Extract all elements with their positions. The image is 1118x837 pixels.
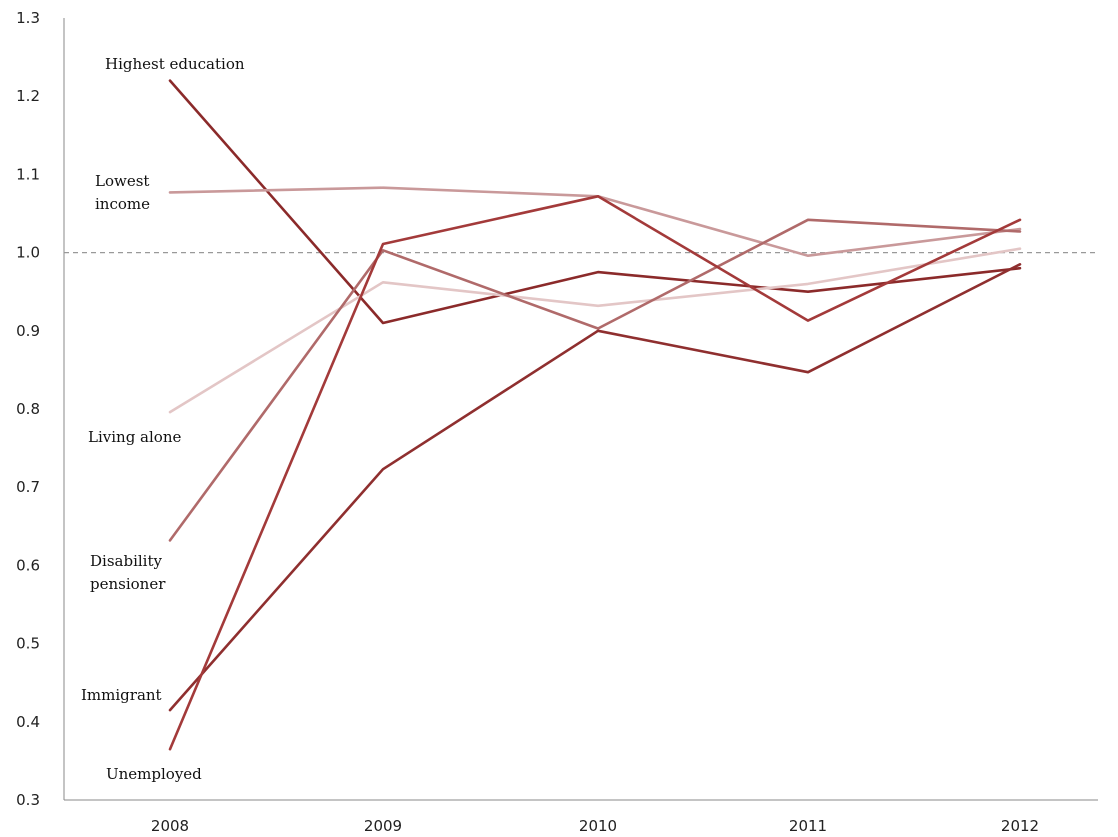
y-tick-label: 1.1 bbox=[16, 165, 40, 183]
series-label-lowest-income: Lowest income bbox=[95, 172, 150, 213]
x-tick-labels: 2008 2009 2010 2011 2012 bbox=[151, 817, 1039, 835]
series-lines bbox=[168, 79, 1022, 751]
y-tick-label: 0.7 bbox=[16, 478, 40, 496]
series-line-disability-pensioner bbox=[168, 218, 1022, 542]
x-tick-label: 2012 bbox=[1001, 817, 1039, 835]
x-tick-label: 2011 bbox=[789, 817, 827, 835]
series-label-line: Lowest bbox=[95, 172, 149, 190]
series-label-highest-education: Highest education bbox=[105, 55, 245, 73]
series-label-immigrant: Immigrant bbox=[81, 686, 162, 704]
y-tick-label: 0.4 bbox=[16, 713, 40, 731]
y-tick-label: 0.3 bbox=[16, 791, 40, 809]
y-tick-label: 0.6 bbox=[16, 556, 40, 574]
series-label-line: pensioner bbox=[90, 575, 166, 593]
series-line-living-alone bbox=[168, 247, 1022, 414]
x-tick-label: 2008 bbox=[151, 817, 189, 835]
x-tick-label: 2009 bbox=[364, 817, 402, 835]
series-label-line: income bbox=[95, 195, 150, 213]
x-tick-label: 2010 bbox=[579, 817, 617, 835]
series-label-line: Disability bbox=[90, 552, 162, 570]
y-tick-label: 0.5 bbox=[16, 635, 40, 653]
y-tick-label: 1.3 bbox=[16, 9, 40, 27]
series-labels: Highest education Lowest income Living alon… bbox=[81, 55, 245, 783]
y-tick-labels: 0.3 0.4 0.5 0.6 0.7 0.8 0.9 1.0 1.1 1.2 1.3 bbox=[16, 9, 40, 809]
series-label-living-alone: Living alone bbox=[88, 428, 181, 446]
y-tick-label: 1.0 bbox=[16, 244, 40, 262]
series-line-unemployed bbox=[168, 195, 1022, 751]
series-line-highest-education bbox=[168, 79, 1022, 325]
y-tick-label: 1.2 bbox=[16, 87, 40, 105]
series-line-immigrant bbox=[168, 262, 1022, 712]
y-tick-label: 0.9 bbox=[16, 322, 40, 340]
y-tick-label: 0.8 bbox=[16, 400, 40, 418]
series-label-unemployed: Unemployed bbox=[106, 765, 202, 783]
axes bbox=[63, 18, 1098, 801]
series-label-disability-pensioner: Disability pensioner bbox=[90, 552, 166, 593]
